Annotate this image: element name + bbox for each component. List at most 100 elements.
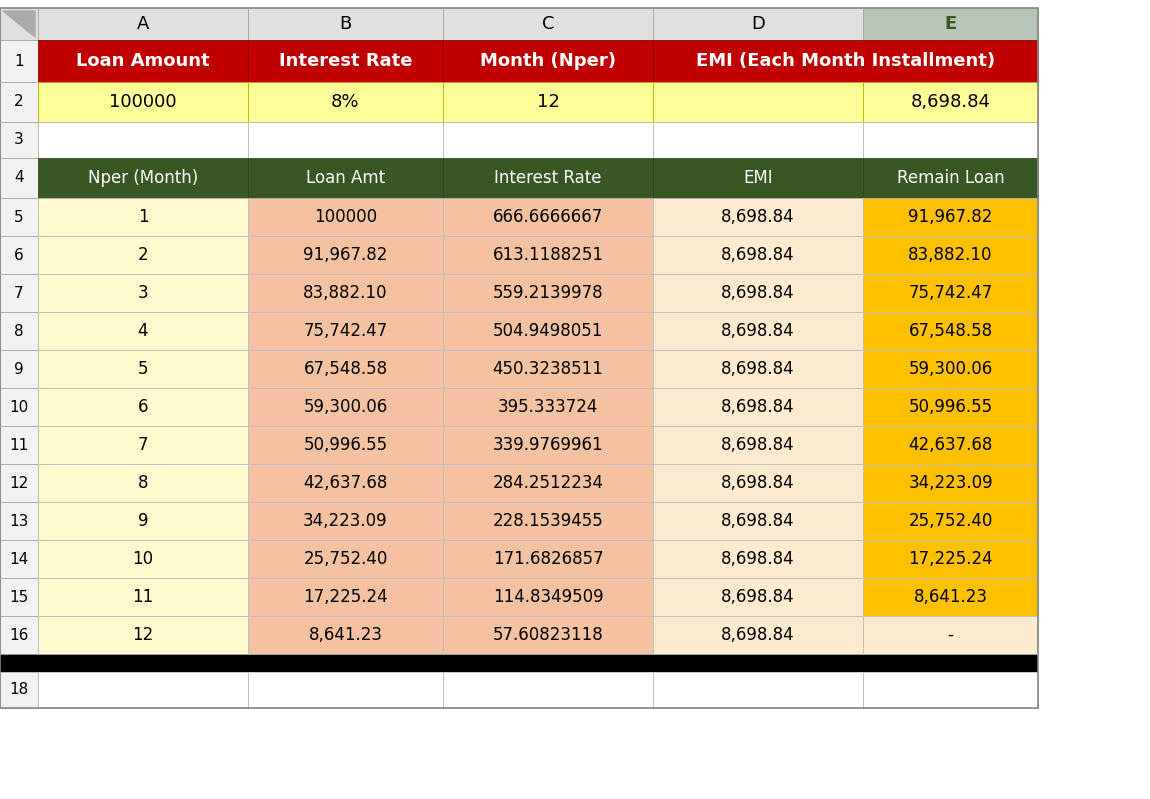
Text: 11: 11 [132,588,154,606]
Bar [653,350,862,388]
Text: 50,996.55: 50,996.55 [908,398,992,416]
Bar [0,350,38,388]
Text: 8,698.84: 8,698.84 [721,284,795,302]
Bar [0,236,38,274]
Bar [248,236,443,274]
Text: 13: 13 [9,514,29,528]
Bar [248,312,443,350]
Text: 559.2139978: 559.2139978 [492,284,604,302]
Text: 6: 6 [14,248,24,263]
Bar [862,158,1038,198]
Text: 91,967.82: 91,967.82 [908,208,992,226]
Text: EMI (Each Month Installment): EMI (Each Month Installment) [696,52,995,70]
Bar [0,122,38,158]
Text: 339.9769961: 339.9769961 [492,436,604,454]
Bar [862,350,1038,388]
Bar [248,82,443,122]
Bar [653,274,862,312]
Text: 25,752.40: 25,752.40 [908,512,992,530]
Bar [38,672,248,708]
Bar [0,198,38,236]
Bar [862,388,1038,426]
Bar [443,540,653,578]
Text: 59,300.06: 59,300.06 [304,398,388,416]
Text: 5: 5 [138,360,148,378]
Bar [443,8,653,40]
Bar [38,312,248,350]
Bar [443,158,653,198]
Bar [443,312,653,350]
Text: 100000: 100000 [314,208,377,226]
Bar [38,578,248,616]
Bar [653,464,862,502]
Bar [653,198,862,236]
Bar [862,616,1038,654]
Text: D: D [751,15,765,33]
Bar [0,502,38,540]
Text: B: B [339,15,352,33]
Text: -: - [948,626,953,644]
Bar [443,672,653,708]
Bar [0,388,38,426]
Text: 100000: 100000 [109,93,177,111]
Text: 16: 16 [9,627,29,642]
Bar [653,312,862,350]
Bar [248,388,443,426]
Text: 8,698.84: 8,698.84 [721,474,795,492]
Bar [0,616,38,654]
Bar [443,274,653,312]
Text: 83,882.10: 83,882.10 [908,246,992,264]
Bar [862,122,1038,158]
Text: 6: 6 [138,398,148,416]
Text: 613.1188251: 613.1188251 [492,246,604,264]
Text: 8: 8 [138,474,148,492]
Text: 57.60823118: 57.60823118 [492,626,604,644]
Bar [653,426,862,464]
Bar [443,502,653,540]
Text: 8,698.84: 8,698.84 [721,398,795,416]
Bar [653,578,862,616]
Text: Loan Amount: Loan Amount [76,52,209,70]
Bar [38,8,248,40]
Bar [248,578,443,616]
Bar [248,158,443,198]
Polygon shape [3,11,34,37]
Text: 10: 10 [132,550,154,568]
Bar [0,274,38,312]
Bar [0,312,38,350]
Text: C: C [542,15,554,33]
Text: 8,641.23: 8,641.23 [308,626,383,644]
Bar [443,40,653,82]
Text: 3: 3 [14,133,24,148]
Bar [862,540,1038,578]
Bar [443,464,653,502]
Text: 12: 12 [132,626,154,644]
Bar [248,8,443,40]
Bar [0,40,38,82]
Text: 15: 15 [9,590,29,605]
Text: 8,698.84: 8,698.84 [721,436,795,454]
Bar [0,672,38,708]
Bar [443,198,653,236]
Bar [38,158,248,198]
Bar [443,236,653,274]
Text: 8,698.84: 8,698.84 [721,246,795,264]
Bar [38,540,248,578]
Bar [0,8,38,40]
Bar [653,236,862,274]
Text: 171.6826857: 171.6826857 [492,550,604,568]
Bar [862,8,1038,40]
Text: 8,698.84: 8,698.84 [721,208,795,226]
Bar [248,122,443,158]
Text: 10: 10 [9,400,29,415]
Bar [0,654,1038,672]
Text: Nper (Month): Nper (Month) [87,169,198,187]
Bar [38,274,248,312]
Text: 42,637.68: 42,637.68 [304,474,388,492]
Text: 83,882.10: 83,882.10 [304,284,388,302]
Text: 1: 1 [138,208,148,226]
Text: 11: 11 [9,438,29,452]
Bar [443,350,653,388]
Text: 8%: 8% [331,93,360,111]
Text: 8,698.84: 8,698.84 [721,588,795,606]
